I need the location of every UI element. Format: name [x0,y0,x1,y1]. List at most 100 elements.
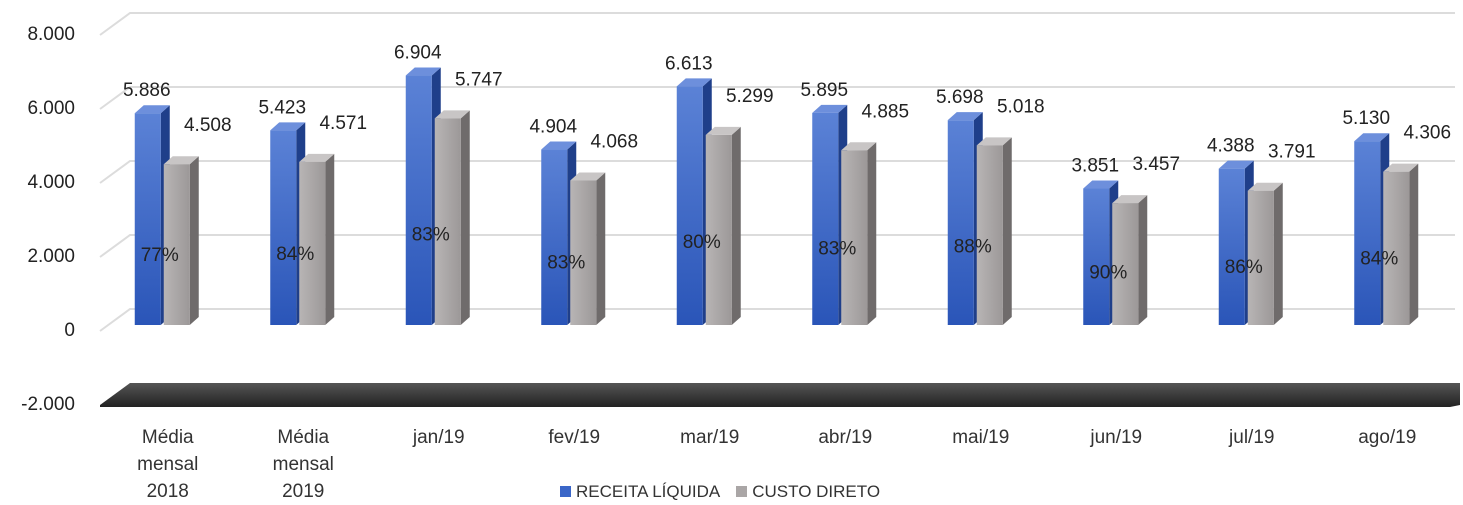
bar-top [812,104,848,113]
bar [1083,188,1110,325]
bar-top [947,112,983,121]
legend-swatch [736,486,748,497]
x-tick-label: ago/19 [1358,427,1417,448]
bar-side [1273,182,1283,325]
bar-side [189,156,199,325]
grid-line [99,308,1455,332]
data-label: 6.904 [394,43,442,64]
bar-top [270,122,306,131]
x-tick-label: abr/19 [818,427,873,448]
x-tick-label: fev/19 [548,427,601,448]
percent-label: 83% [412,224,450,245]
percent-label: 86% [1225,257,1263,278]
y-tick-label: 8.000 [27,24,75,45]
percent-label: 83% [818,239,856,260]
bar-side [867,142,877,325]
data-label: 5.130 [1342,108,1390,129]
percent-label: 84% [1360,248,1398,269]
floor [100,383,1460,407]
bar-top [1354,133,1390,142]
data-label: 4.904 [529,117,577,138]
bar-side [1138,195,1148,325]
x-tick-label: jan/19 [412,427,465,448]
bar-top [976,137,1012,146]
data-label: 5.423 [258,97,306,118]
bar-top [705,126,741,135]
bar-top [570,172,606,181]
x-tick-label: jul/19 [1229,427,1275,448]
bar [405,75,432,325]
bar [163,164,190,325]
x-tick-label: mai/19 [952,427,1010,448]
legend-item: RECEITA LÍQUIDA [560,482,720,502]
data-label: 5.018 [997,96,1045,117]
grid-line [99,234,1455,258]
y-tick-label: 6.000 [27,98,75,119]
bar-top [163,156,199,165]
data-label: 4.068 [590,131,638,152]
percent-label: 80% [683,232,721,253]
data-label: 5.895 [800,80,848,101]
bar-top [841,142,877,151]
bar-top [405,67,441,76]
data-label: 3.791 [1268,142,1316,163]
y-tick-label: -2.000 [21,394,75,415]
bar [270,130,297,325]
bar [434,118,461,326]
bar [1354,141,1381,325]
percent-label: 83% [547,252,585,273]
bar [134,113,161,325]
legend-item: CUSTO DIRETO [736,482,880,502]
legend: RECEITA LÍQUIDA CUSTO DIRETO [560,482,880,502]
bar [541,149,568,325]
data-label: 3.851 [1071,156,1119,177]
data-label: 5.747 [455,69,503,90]
bar-side [596,172,606,325]
x-tick-label: mar/19 [680,427,740,448]
bar-side [460,110,470,326]
bar-side [1409,163,1419,325]
percent-label: 77% [141,245,179,266]
data-label: 4.388 [1207,136,1255,157]
bar-top [1083,180,1119,189]
percent-label: 84% [276,244,314,265]
bar-side [325,153,335,325]
legend-label: RECEITA LÍQUIDA [576,482,721,501]
data-label: 4.306 [1403,123,1451,144]
x-tick-label: jun/19 [1090,427,1143,448]
bar-top [1383,163,1419,172]
data-label: 5.698 [936,87,984,108]
percent-label: 90% [1089,262,1127,283]
bar [570,180,597,325]
legend-swatch [560,486,571,497]
bar [1112,203,1139,325]
bar [705,134,732,325]
bar-top [1247,182,1283,191]
grid-line [99,86,1455,110]
x-tick-label: Média mensal 2019 [272,427,334,502]
data-label: 6.613 [665,53,713,74]
bar-side [1002,137,1012,325]
bar-top [1218,160,1254,169]
bar-top [676,78,712,87]
bar [812,112,839,325]
bar-top [1112,195,1148,204]
bar [1383,171,1410,325]
data-label: 5.299 [726,86,774,107]
bar [1218,168,1245,325]
bar [841,150,868,325]
bar [1247,190,1274,325]
bar [976,145,1003,325]
percent-label: 88% [954,236,992,257]
bar-top [541,141,577,150]
grid-line [99,12,1455,36]
bar [299,161,326,325]
bar [947,120,974,325]
y-tick-label: 0 [64,320,75,341]
data-label: 3.457 [1132,154,1180,175]
bar-top [134,105,170,114]
data-label: 4.571 [319,113,367,134]
bar-top [299,153,335,162]
